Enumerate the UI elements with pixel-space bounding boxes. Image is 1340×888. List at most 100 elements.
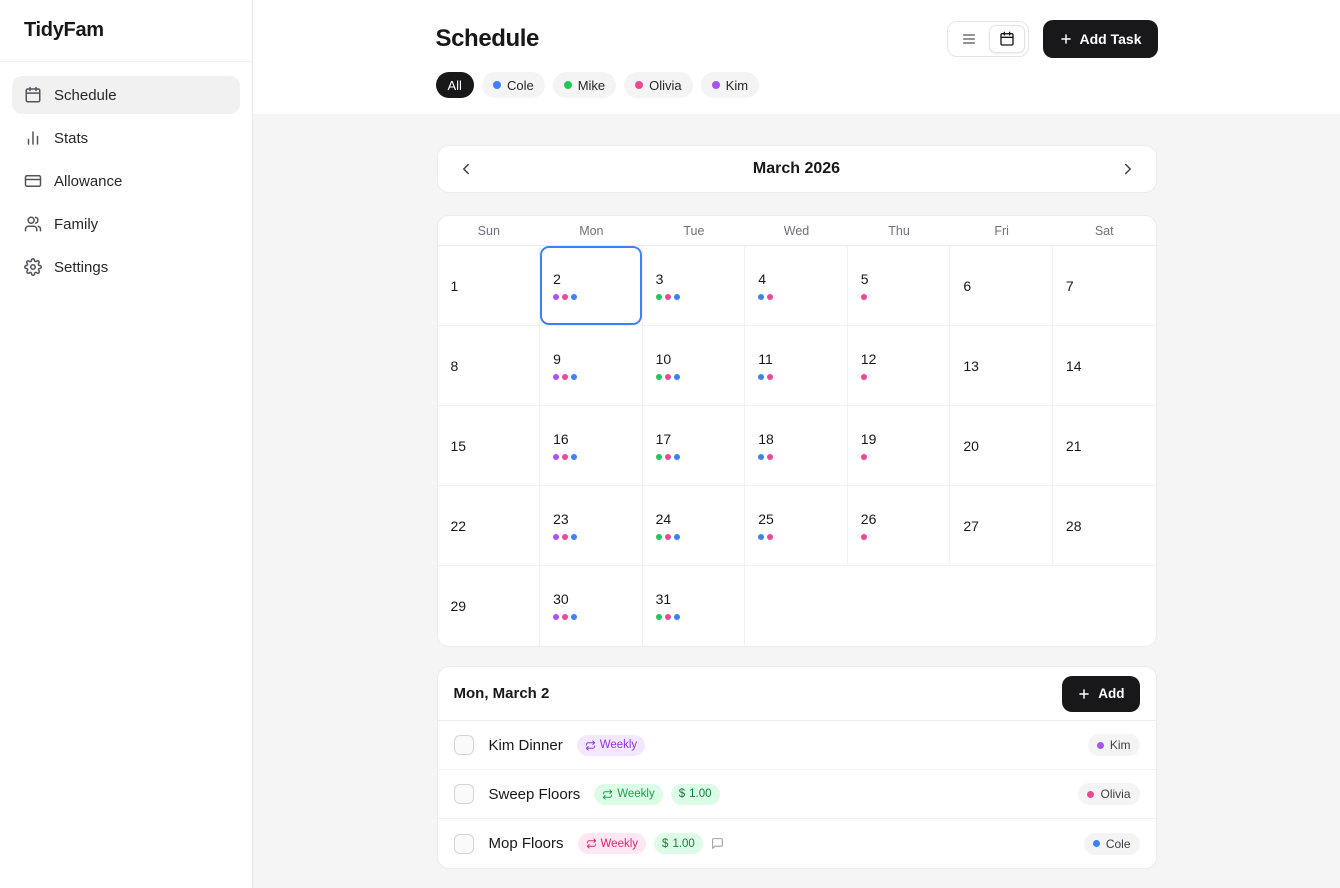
task-dot — [571, 293, 578, 300]
day-number: 12 — [860, 350, 877, 367]
calendar-day-3[interactable]: 3 — [642, 246, 746, 326]
gear-icon — [24, 258, 42, 276]
calendar-view-button[interactable] — [988, 25, 1025, 53]
task-dot — [562, 293, 569, 300]
calendar-day-15[interactable]: 15 — [437, 406, 541, 486]
member-color-dot — [1092, 840, 1100, 847]
calendar-day-14[interactable]: 14 — [1052, 326, 1156, 406]
task-checkbox[interactable] — [453, 784, 474, 804]
task-checkbox[interactable] — [453, 833, 474, 854]
sidebar-item-schedule[interactable]: Schedule — [12, 76, 240, 114]
users-icon — [24, 215, 42, 233]
task-dots — [758, 453, 847, 460]
filter-chip-all[interactable]: All — [435, 72, 474, 98]
day-number: 25 — [758, 510, 774, 527]
calendar-day-21[interactable]: 21 — [1052, 406, 1156, 486]
calendar-day-8[interactable]: 8 — [437, 326, 541, 406]
money-badge: $1.00 — [654, 833, 703, 854]
calendar-day-13[interactable]: 13 — [950, 326, 1053, 406]
calendar-day-31[interactable]: 31 — [642, 566, 746, 646]
calendar-day-23[interactable]: 23 — [540, 486, 643, 566]
calendar-day-24[interactable]: 24 — [642, 486, 746, 566]
calendar-icon — [24, 86, 42, 104]
calendar-day-30[interactable]: 30 — [540, 566, 643, 646]
calendar-day-16[interactable]: 16 — [540, 406, 643, 486]
task-dot — [673, 614, 680, 620]
day-number: 6 — [963, 277, 972, 294]
calendar-day-19[interactable]: 19 — [847, 406, 951, 486]
task-badges: Weekly $1.00 — [594, 783, 720, 805]
sidebar-item-stats[interactable]: Stats — [12, 119, 240, 157]
sidebar-item-family[interactable]: Family — [12, 205, 240, 243]
calendar-day-11[interactable]: 11 — [745, 326, 848, 406]
weekday-label: Fri — [994, 223, 1009, 238]
sidebar-item-settings[interactable]: Settings — [12, 248, 240, 286]
day-number: 15 — [450, 437, 467, 454]
calendar-day-6[interactable]: 6 — [950, 246, 1053, 326]
calendar-day-18[interactable]: 18 — [745, 406, 848, 486]
repeat-icon — [585, 739, 596, 751]
assignee-name: Olivia — [1100, 787, 1131, 801]
day-number: 18 — [758, 430, 774, 447]
task-dot — [664, 533, 671, 540]
add-task-button[interactable]: Add Task — [1042, 20, 1158, 58]
day-detail-header: Mon, March 2 Add — [437, 667, 1156, 721]
day-number: 5 — [860, 270, 869, 287]
weekday-label: Wed — [783, 223, 810, 238]
add-button[interactable]: Add — [1062, 675, 1140, 712]
task-dots — [553, 373, 642, 380]
task-dot — [562, 614, 569, 620]
calendar-day-2[interactable]: 2 — [540, 246, 643, 326]
calendar-day-12[interactable]: 12 — [847, 326, 951, 406]
sidebar-item-allowance[interactable]: Allowance — [12, 162, 240, 200]
filter-chip-kim[interactable]: Kim — [700, 72, 760, 98]
day-number: 11 — [758, 350, 773, 367]
calendar-day-5[interactable]: 5 — [847, 246, 951, 326]
task-dot — [655, 453, 662, 460]
calendar-day-28[interactable]: 28 — [1052, 486, 1156, 566]
page-header: Schedule Add Task All Cole Mike Olivia Kim — [253, 0, 1340, 114]
calendar-day-7[interactable]: 7 — [1052, 246, 1156, 326]
calendar-day-4[interactable]: 4 — [745, 246, 848, 326]
calendar-day-1[interactable]: 1 — [437, 246, 541, 326]
calendar-day-10[interactable]: 10 — [642, 326, 746, 406]
badge-label: 1.00 — [672, 837, 695, 850]
next-month-button[interactable] — [1112, 153, 1144, 185]
task-dot — [553, 373, 560, 380]
filter-chip-mike[interactable]: Mike — [552, 72, 617, 98]
filter-chip-olivia[interactable]: Olivia — [624, 72, 693, 98]
task-row: Mop Floors Weekly $1.00 Cole — [438, 819, 1156, 868]
badge-label: Weekly — [599, 739, 638, 751]
task-dot — [571, 373, 578, 380]
calendar-day-17[interactable]: 17 — [642, 406, 746, 486]
task-dot — [860, 373, 867, 380]
task-checkbox[interactable] — [453, 735, 474, 755]
calendar-day-27[interactable]: 27 — [950, 486, 1053, 566]
task-dot — [655, 533, 662, 540]
day-number: 8 — [450, 357, 459, 374]
member-color-dot — [635, 81, 644, 89]
calendar-day-29[interactable]: 29 — [437, 566, 541, 646]
bar-chart-icon — [24, 129, 42, 147]
task-row: Sweep Floors Weekly $1.00 Olivia — [437, 770, 1156, 819]
prev-month-button[interactable] — [450, 153, 482, 185]
task-dot — [758, 293, 765, 300]
assignee-chip: Olivia — [1078, 783, 1140, 805]
list-view-button[interactable] — [951, 25, 987, 53]
calendar-day-26[interactable]: 26 — [847, 486, 951, 566]
task-dots — [860, 533, 950, 540]
list-icon — [961, 31, 977, 47]
calendar-day-20[interactable]: 20 — [950, 406, 1053, 486]
filter-chip-label: Kim — [725, 77, 749, 93]
calendar-day-25[interactable]: 25 — [745, 486, 848, 566]
day-number: 20 — [963, 437, 979, 454]
task-dots — [655, 614, 745, 620]
filter-chip-cole[interactable]: Cole — [481, 72, 545, 98]
calendar-day-22[interactable]: 22 — [437, 486, 541, 566]
calendar-day-9[interactable]: 9 — [540, 326, 643, 406]
task-dots — [860, 373, 950, 380]
filter-chip-label: Mike — [577, 77, 606, 93]
plus-icon — [1059, 32, 1073, 46]
filter-chip-label: Olivia — [649, 77, 682, 93]
day-number: 10 — [655, 350, 672, 367]
